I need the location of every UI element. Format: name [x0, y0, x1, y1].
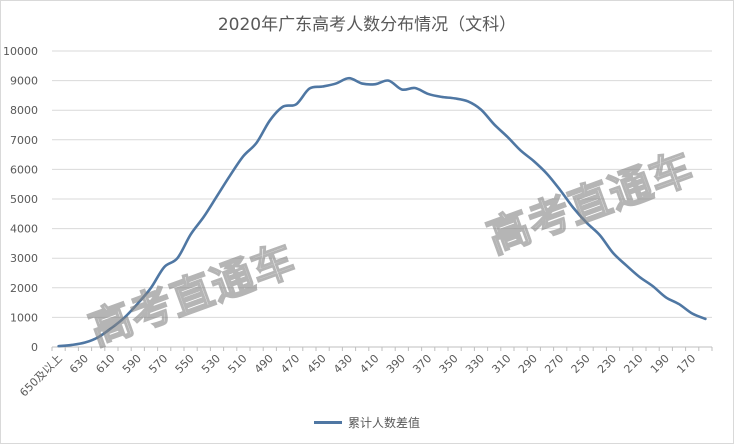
y-tick-label: 3000 [10, 252, 38, 265]
y-tick-label: 6000 [10, 163, 38, 176]
x-tick-label: 390 [384, 352, 408, 376]
x-tick-label: 590 [120, 352, 144, 376]
x-tick-label: 470 [278, 352, 302, 376]
x-tick-label: 510 [225, 352, 249, 376]
gridlines [52, 50, 712, 318]
data-point [612, 252, 615, 255]
y-tick-label: 1000 [10, 311, 38, 324]
data-point [348, 77, 351, 80]
chart-title: 2020年广东高考人数分布情况（文科） [217, 15, 517, 35]
data-point [176, 257, 179, 260]
y-tick-label: 0 [31, 341, 38, 354]
y-tick-labels: 0 1000 2000 3000 4000 5000 6000 7000 8000 9000 100… [3, 45, 38, 354]
data-point [678, 303, 681, 306]
x-tick-label: 170 [674, 352, 698, 376]
data-point [599, 234, 602, 237]
data-point [282, 105, 285, 108]
data-point [467, 100, 470, 103]
legend-label: 累计人数差值 [347, 416, 420, 430]
x-tick-label: 330 [463, 352, 487, 376]
series-line-0 [57, 76, 707, 348]
data-point [308, 87, 311, 90]
x-tick-label: 570 [146, 352, 170, 376]
x-tick-label: 650及以上 [17, 352, 64, 399]
data-point [255, 141, 258, 144]
y-tick-label: 4000 [10, 223, 38, 236]
legend-swatch [313, 421, 342, 424]
data-point [414, 87, 417, 90]
x-tick-labels: 650及以上 630 610 590 570 550 530 510 490 470 450 430 4… [17, 352, 698, 399]
data-point [533, 160, 536, 163]
data-point [71, 344, 74, 347]
x-tick-label: 410 [357, 352, 381, 376]
axes [51, 346, 713, 351]
data-point [625, 264, 628, 267]
x-tick-label: 250 [569, 352, 593, 376]
series-layer [57, 76, 707, 348]
x-tick-label: 210 [621, 352, 645, 376]
y-tick-label: 9000 [10, 75, 38, 88]
x-tick-label: 370 [410, 352, 434, 376]
x-tick-label: 450 [305, 352, 329, 376]
x-tick-label: 230 [595, 352, 619, 376]
data-point [440, 96, 443, 99]
data-point [651, 285, 654, 288]
data-point [216, 195, 219, 198]
data-point [704, 318, 707, 321]
data-point [295, 103, 298, 106]
legend: 累计人数差值 [0, 414, 734, 431]
y-tick-label: 10000 [3, 45, 38, 58]
data-point [427, 93, 430, 96]
data-point [493, 123, 496, 126]
data-point [229, 174, 232, 177]
data-point [691, 312, 694, 315]
x-tick-label: 290 [516, 352, 540, 376]
data-point [335, 82, 338, 85]
x-tick-label: 490 [252, 352, 276, 376]
x-tick-label: 550 [173, 352, 197, 376]
data-point [189, 233, 192, 236]
data-point [665, 296, 668, 299]
x-tick-label: 530 [199, 352, 223, 376]
data-point [57, 345, 60, 348]
data-point [361, 82, 364, 85]
data-point [374, 83, 377, 86]
data-point [84, 341, 87, 344]
data-point [387, 79, 390, 82]
data-point [638, 276, 641, 279]
y-tick-label: 2000 [10, 282, 38, 295]
y-tick-label: 5000 [10, 193, 38, 206]
data-point [480, 108, 483, 111]
y-tick-label: 7000 [10, 134, 38, 147]
x-tick-label: 310 [489, 352, 513, 376]
data-point [242, 155, 245, 158]
x-tick-label: 430 [331, 352, 355, 376]
x-tick-label: 630 [67, 352, 91, 376]
data-point [519, 149, 522, 152]
x-tick-label: 190 [648, 352, 672, 376]
data-point [203, 215, 206, 218]
data-point [453, 97, 456, 100]
y-tick-label: 8000 [10, 104, 38, 117]
data-point [506, 136, 509, 139]
x-tick-label: 350 [437, 352, 461, 376]
data-point [401, 88, 404, 91]
data-point [546, 173, 549, 176]
x-tick-label: 270 [542, 352, 566, 376]
data-point [269, 119, 272, 122]
data-point [321, 85, 324, 88]
